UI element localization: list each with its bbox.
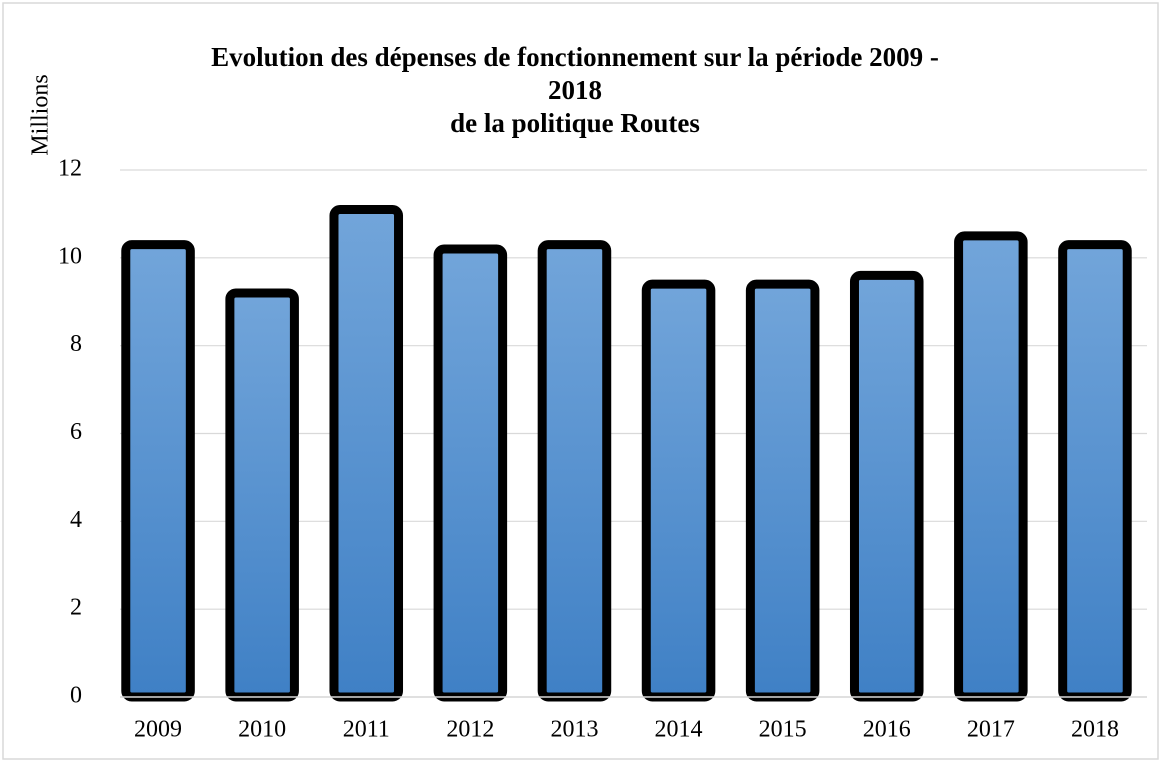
x-tick-label: 2010 (238, 717, 286, 743)
x-tick-label: 2016 (863, 717, 911, 743)
bar (537, 240, 612, 702)
x-tick-label: 2014 (655, 717, 703, 743)
chart-title: 2018 (548, 75, 602, 105)
bar (1058, 240, 1132, 702)
bar (433, 244, 508, 702)
bar (849, 270, 924, 702)
chart-title: de la politique Routes (450, 108, 700, 138)
x-tick-label: 2017 (967, 717, 1015, 743)
bar (329, 205, 404, 702)
y-tick-label: 8 (70, 331, 82, 357)
x-tick-label: 2013 (550, 717, 598, 743)
x-tick-label: 2009 (134, 717, 182, 743)
y-tick-label: 4 (70, 507, 82, 533)
bar (641, 279, 716, 702)
x-tick-label: 2012 (446, 717, 494, 743)
y-tick-label: 0 (70, 683, 82, 709)
y-axis-label: Millions (28, 74, 54, 155)
x-tick-label: 2011 (343, 717, 390, 743)
y-tick-label: 10 (58, 243, 82, 269)
bar (121, 240, 195, 702)
y-tick-label: 12 (58, 156, 82, 182)
x-tick-label: 2015 (759, 717, 807, 743)
bar (225, 288, 299, 702)
y-tick-label: 6 (70, 419, 82, 445)
x-tick-label: 2018 (1071, 717, 1119, 743)
y-tick-label: 2 (70, 595, 82, 621)
chart-title: Evolution des dépenses de fonctionnement… (211, 42, 939, 72)
bar (954, 231, 1028, 702)
bar (745, 279, 820, 702)
